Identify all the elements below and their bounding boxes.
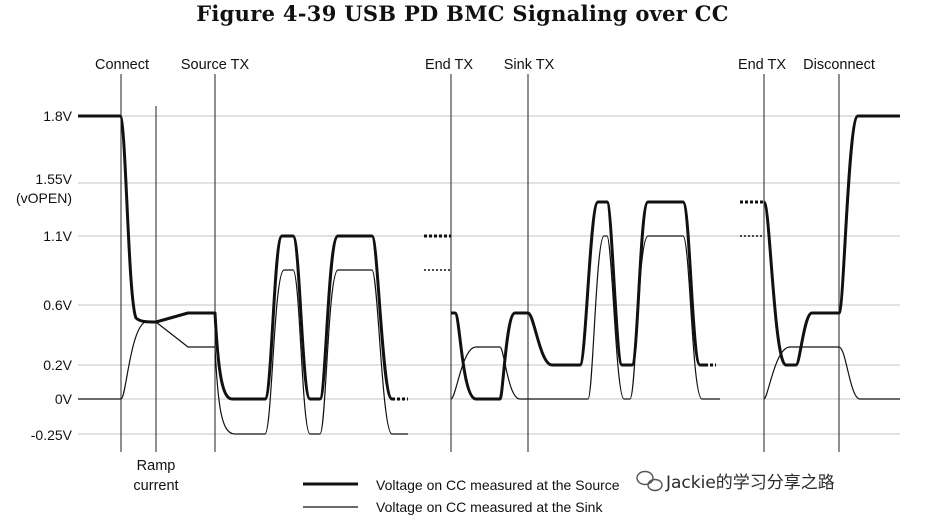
y-tick-sublabel-vopen: (vOPEN)	[16, 190, 72, 206]
y-tick-label-0v: 0V	[55, 391, 73, 407]
event-label-end-tx-2: End TX	[738, 57, 786, 73]
sink-trace-sink-tx	[450, 235, 720, 400]
wechat-icon	[636, 470, 663, 492]
event-label-end-tx-1: End TX	[425, 57, 473, 73]
continuation-markers	[392, 200, 764, 401]
event-label-disconnect: Disconnect	[803, 57, 875, 73]
sink-waveform	[78, 235, 900, 435]
watermark-text: Jackie的学习分享之路	[665, 473, 835, 493]
sink-trace-connect	[78, 321, 156, 400]
source-trace-disconnect	[762, 114, 900, 367]
watermark: Jackie的学习分享之路	[632, 468, 902, 494]
legend: Voltage on CC measured at the Source Vol…	[303, 477, 620, 515]
event-lines	[120, 74, 840, 452]
source-trace-source-tx	[155, 234, 394, 401]
event-labels: Connect Source TX End TX Sink TX End TX …	[95, 57, 875, 494]
y-tick-label-1.55v: 1.55V	[35, 171, 72, 187]
y-tick-label-1.8v: 1.8V	[43, 108, 72, 124]
y-tick-label-1.1v: 1.1V	[43, 228, 72, 244]
figure-title: Figure 4-39 USB PD BMC Signaling over CC	[196, 1, 729, 26]
event-label-sink-tx: Sink TX	[504, 57, 555, 73]
y-tick-label--0.25v: -0.25V	[31, 427, 73, 443]
sink-trace-source-tx	[155, 269, 408, 435]
y-tick-label-0.6v: 0.6V	[43, 297, 72, 313]
sink-trace-disconnect	[763, 346, 900, 400]
source-waveform	[78, 114, 900, 401]
watermark-backdrop	[632, 468, 902, 494]
event-label-connect: Connect	[95, 57, 149, 73]
legend-source-label: Voltage on CC measured at the Source	[376, 477, 620, 493]
gridlines	[78, 115, 900, 435]
source-trace-sink-tx	[451, 200, 706, 401]
source-trace-connect	[78, 114, 157, 324]
event-label-current: current	[133, 478, 178, 494]
event-label-source-tx: Source TX	[181, 57, 250, 73]
y-tick-label-0.2v: 0.2V	[43, 357, 72, 373]
y-axis-labels: 1.8V 1.55V (vOPEN) 1.1V 0.6V 0.2V 0V -0.…	[16, 108, 73, 443]
legend-sink-label: Voltage on CC measured at the Sink	[376, 499, 603, 515]
event-label-ramp: Ramp	[137, 458, 176, 474]
